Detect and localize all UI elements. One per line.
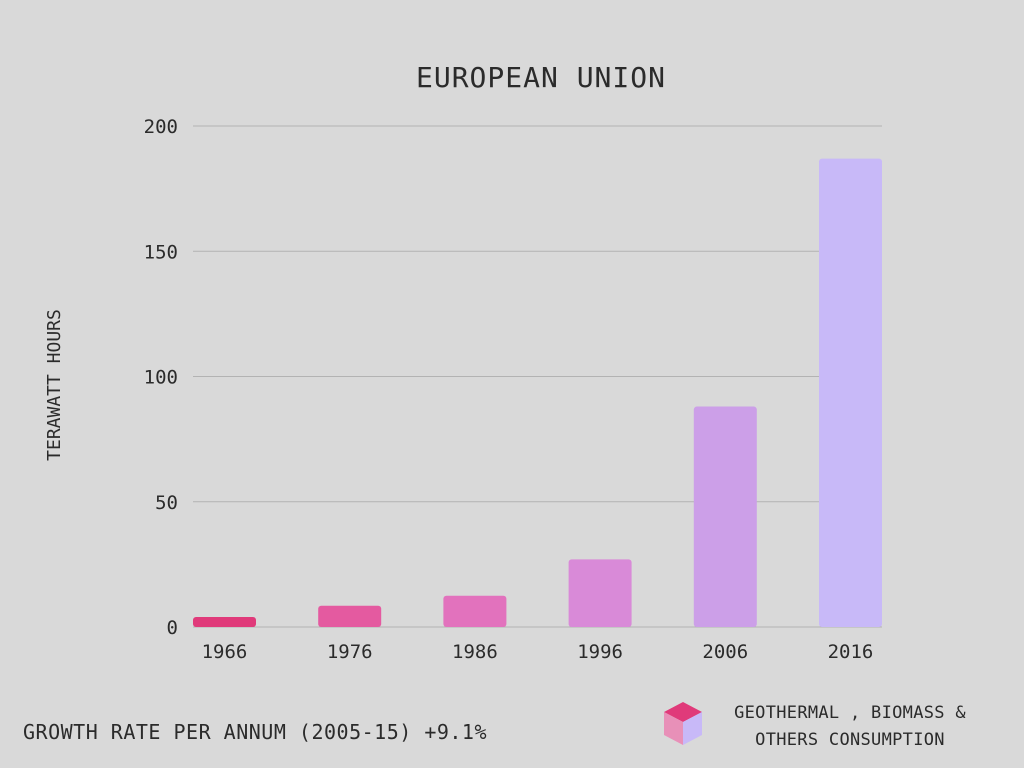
y-tick-label: 50 xyxy=(155,492,178,514)
x-tick-label: 2016 xyxy=(828,641,874,663)
y-tick-label: 100 xyxy=(144,367,178,389)
y-tick-label: 150 xyxy=(144,241,178,263)
y-tick-label: 200 xyxy=(144,116,178,138)
x-tick-label: 1996 xyxy=(577,641,623,663)
y-tick-label: 0 xyxy=(167,617,178,639)
legend-line-1: GEOTHERMAL , BIOMASS & xyxy=(734,703,966,723)
x-tick-label: 1986 xyxy=(452,641,498,663)
cube-icon xyxy=(664,702,702,745)
bar-1996 xyxy=(568,559,632,627)
legend-line-2: OTHERS CONSUMPTION xyxy=(755,730,945,750)
y-axis-label: TERAWATT HOURS xyxy=(44,309,65,461)
bars xyxy=(193,158,882,627)
bar-1986 xyxy=(443,595,507,627)
bar-1976 xyxy=(318,605,382,627)
bar-2016 xyxy=(819,158,882,627)
y-axis-ticks: 0 50 100 150 200 xyxy=(144,116,178,639)
bar-chart: EUROPEAN UNION 0 50 100 150 200 1966 1976 1986… xyxy=(44,61,882,663)
legend-label: GEOTHERMAL , BIOMASS & OTHERS CONSUMPTIO… xyxy=(710,700,990,754)
growth-rate-text: GROWTH RATE PER ANNUM (2005-15) +9.1% xyxy=(23,720,488,744)
x-tick-label: 2006 xyxy=(702,641,748,663)
chart-title: EUROPEAN UNION xyxy=(416,61,666,94)
x-tick-label: 1976 xyxy=(327,641,373,663)
bar-2006 xyxy=(693,406,757,627)
x-axis-ticks: 1966 1976 1986 1996 2006 2016 xyxy=(202,641,874,663)
legend: GEOTHERMAL , BIOMASS & OTHERS CONSUMPTIO… xyxy=(660,700,990,755)
grid-lines xyxy=(193,125,882,628)
x-tick-label: 1966 xyxy=(202,641,248,663)
bar-1966 xyxy=(193,616,256,627)
